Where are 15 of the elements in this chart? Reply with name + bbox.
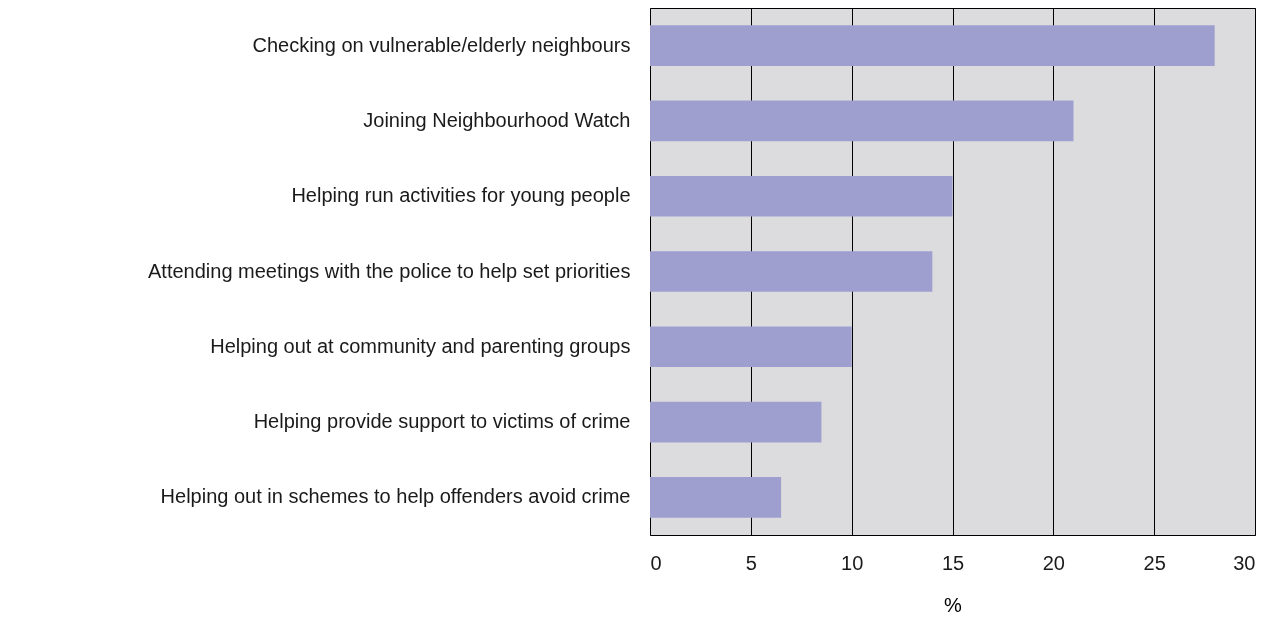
x-tick-label: 5 <box>745 551 757 574</box>
y-tick-label: Attending meetings with the police to help set priorities <box>148 259 631 282</box>
y-tick-label: Helping out at community and parenting groups <box>210 334 631 357</box>
x-tick-label: 25 <box>1143 551 1166 574</box>
y-tick-label: Helping out in schemes to help offenders avoid crime <box>160 485 631 508</box>
x-tick-label: 20 <box>1042 551 1065 574</box>
x-axis-title: % <box>944 593 963 616</box>
x-tick-label: 0 <box>650 551 662 574</box>
x-tick-label: 10 <box>841 551 864 574</box>
y-tick-label: Helping provide support to victims of crime <box>253 410 631 433</box>
x-tick-label: 30 <box>1233 551 1256 574</box>
x-tick-label: 15 <box>941 551 965 574</box>
y-tick-label: Helping run activities for young people <box>291 184 631 207</box>
y-tick-label: Joining Neighbourhood Watch <box>363 108 631 131</box>
y-tick-label: Checking on vulnerable/elderly neighbours <box>252 33 631 56</box>
